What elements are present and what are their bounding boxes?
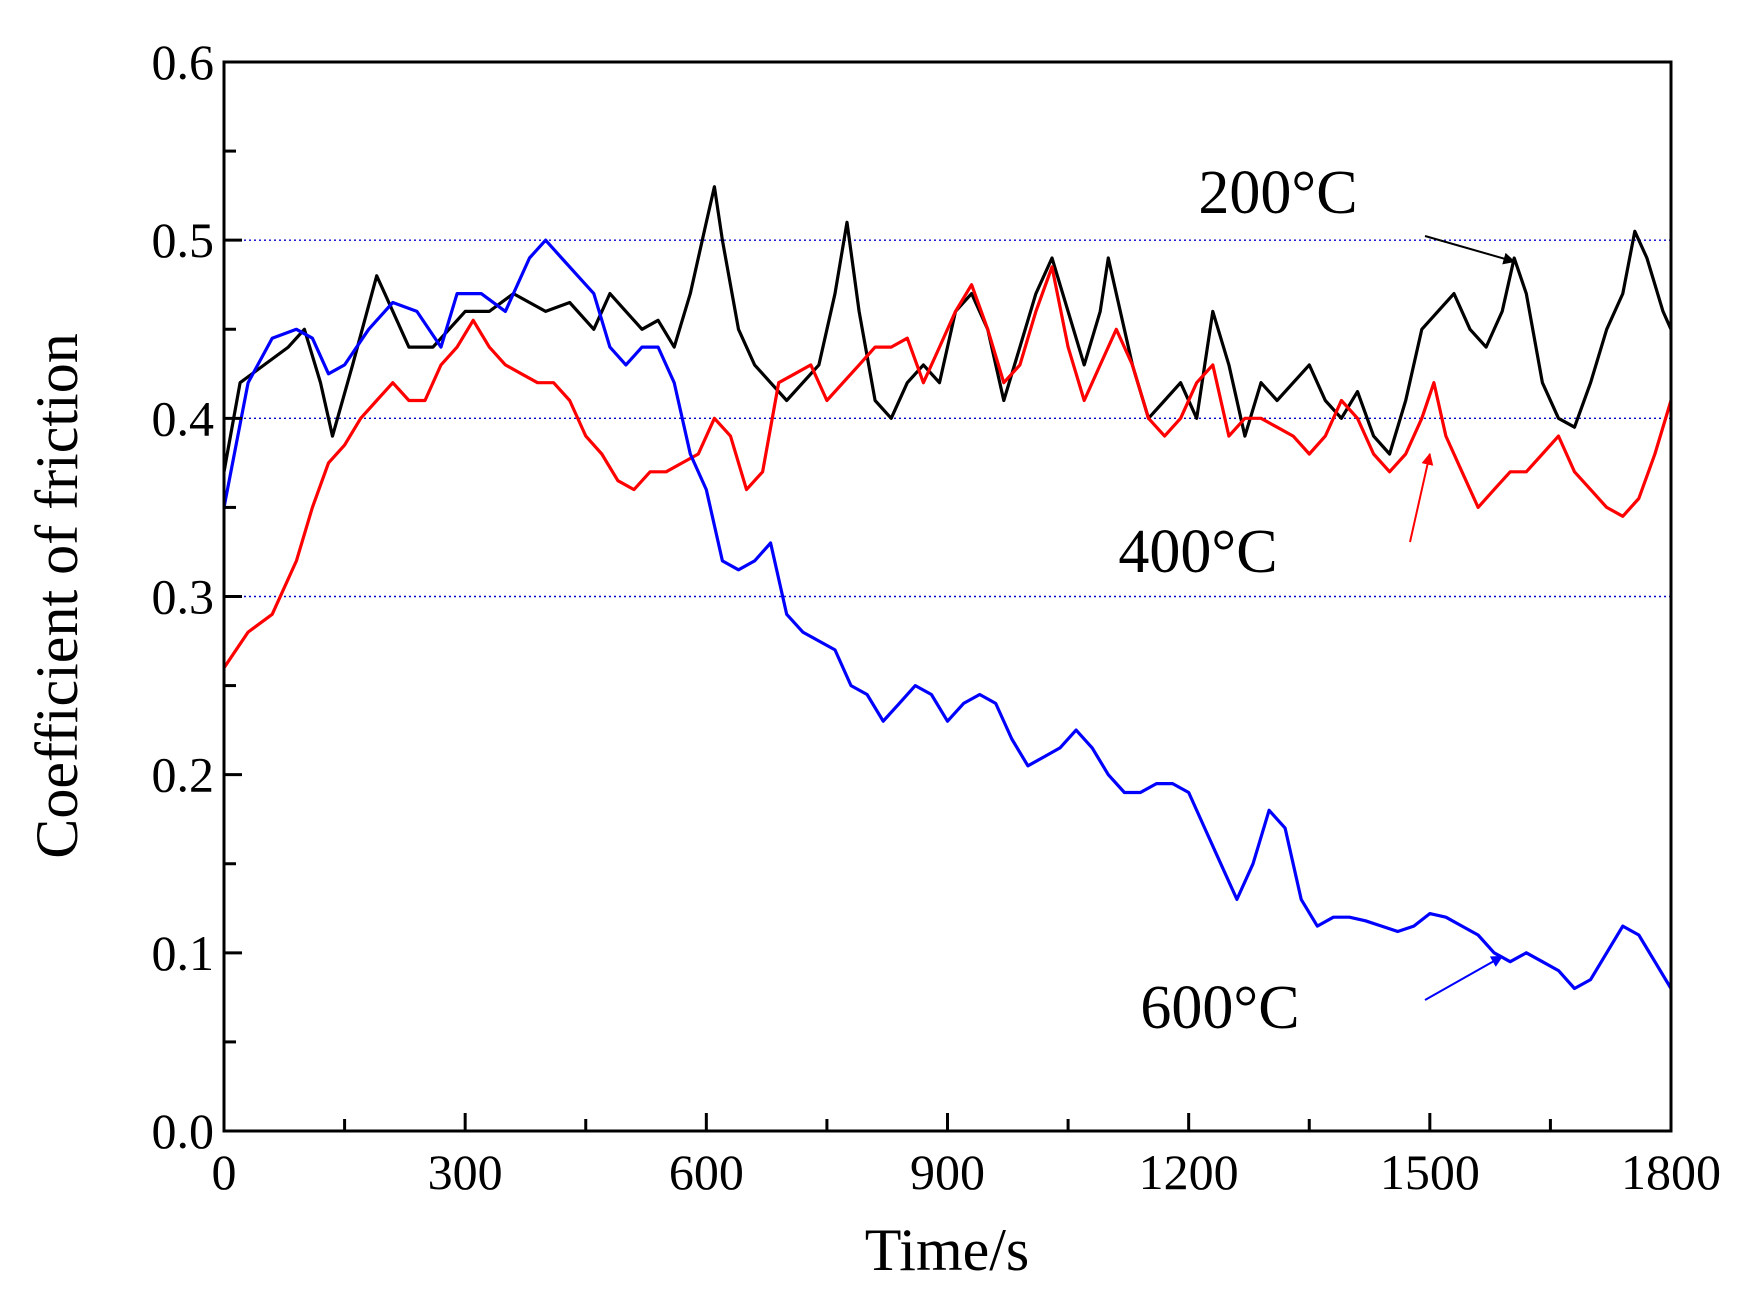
annotation-2: 600°C — [1140, 955, 1504, 1042]
y-axis-title: Coefficient of friction — [24, 333, 90, 858]
series-line-1 — [222, 265, 1673, 669]
annotation-layer: 200°C 400°C 600°C — [1118, 159, 1516, 1042]
tick-layer: 0 300 600 900 1200 1500 1800 0.0 0.1 0.2 0.3 0.4 0.5… — [152, 34, 1722, 1200]
x-tick-label: 1500 — [1380, 1144, 1480, 1200]
annotation-0: 200°C — [1198, 159, 1516, 265]
x-tick-label: 1200 — [1139, 1144, 1239, 1200]
x-tick-label: 900 — [910, 1144, 985, 1200]
series-line-0 — [222, 185, 1673, 473]
annotation-arrow — [1409, 452, 1434, 543]
y-tick-label: 0.5 — [152, 212, 215, 268]
annotation-1: 400°C — [1118, 452, 1434, 586]
y-tick-label: 0.2 — [152, 747, 215, 803]
y-tick-label: 0.4 — [152, 390, 215, 446]
annotation-label: 600°C — [1140, 974, 1299, 1042]
series-line-2 — [222, 238, 1673, 991]
plot-frame — [222, 60, 1673, 1133]
annotation-label: 200°C — [1198, 159, 1357, 227]
x-tick-label: 300 — [428, 1144, 503, 1200]
y-tick-label: 0.6 — [152, 34, 215, 90]
x-tick-label: 1800 — [1621, 1144, 1721, 1200]
x-tick-label: 0 — [212, 1144, 237, 1200]
series-layer — [222, 185, 1673, 991]
annotation-label: 400°C — [1118, 518, 1277, 586]
x-tick-label: 600 — [669, 1144, 744, 1200]
y-tick-label: 0.3 — [152, 569, 215, 625]
y-tick-label: 0.0 — [152, 1103, 215, 1159]
annotation-arrow — [1424, 955, 1504, 1001]
annotation-arrow — [1424, 235, 1516, 265]
grid-layer — [224, 239, 1671, 598]
y-tick-label: 0.1 — [152, 925, 215, 981]
x-axis-title: Time/s — [865, 1217, 1030, 1283]
